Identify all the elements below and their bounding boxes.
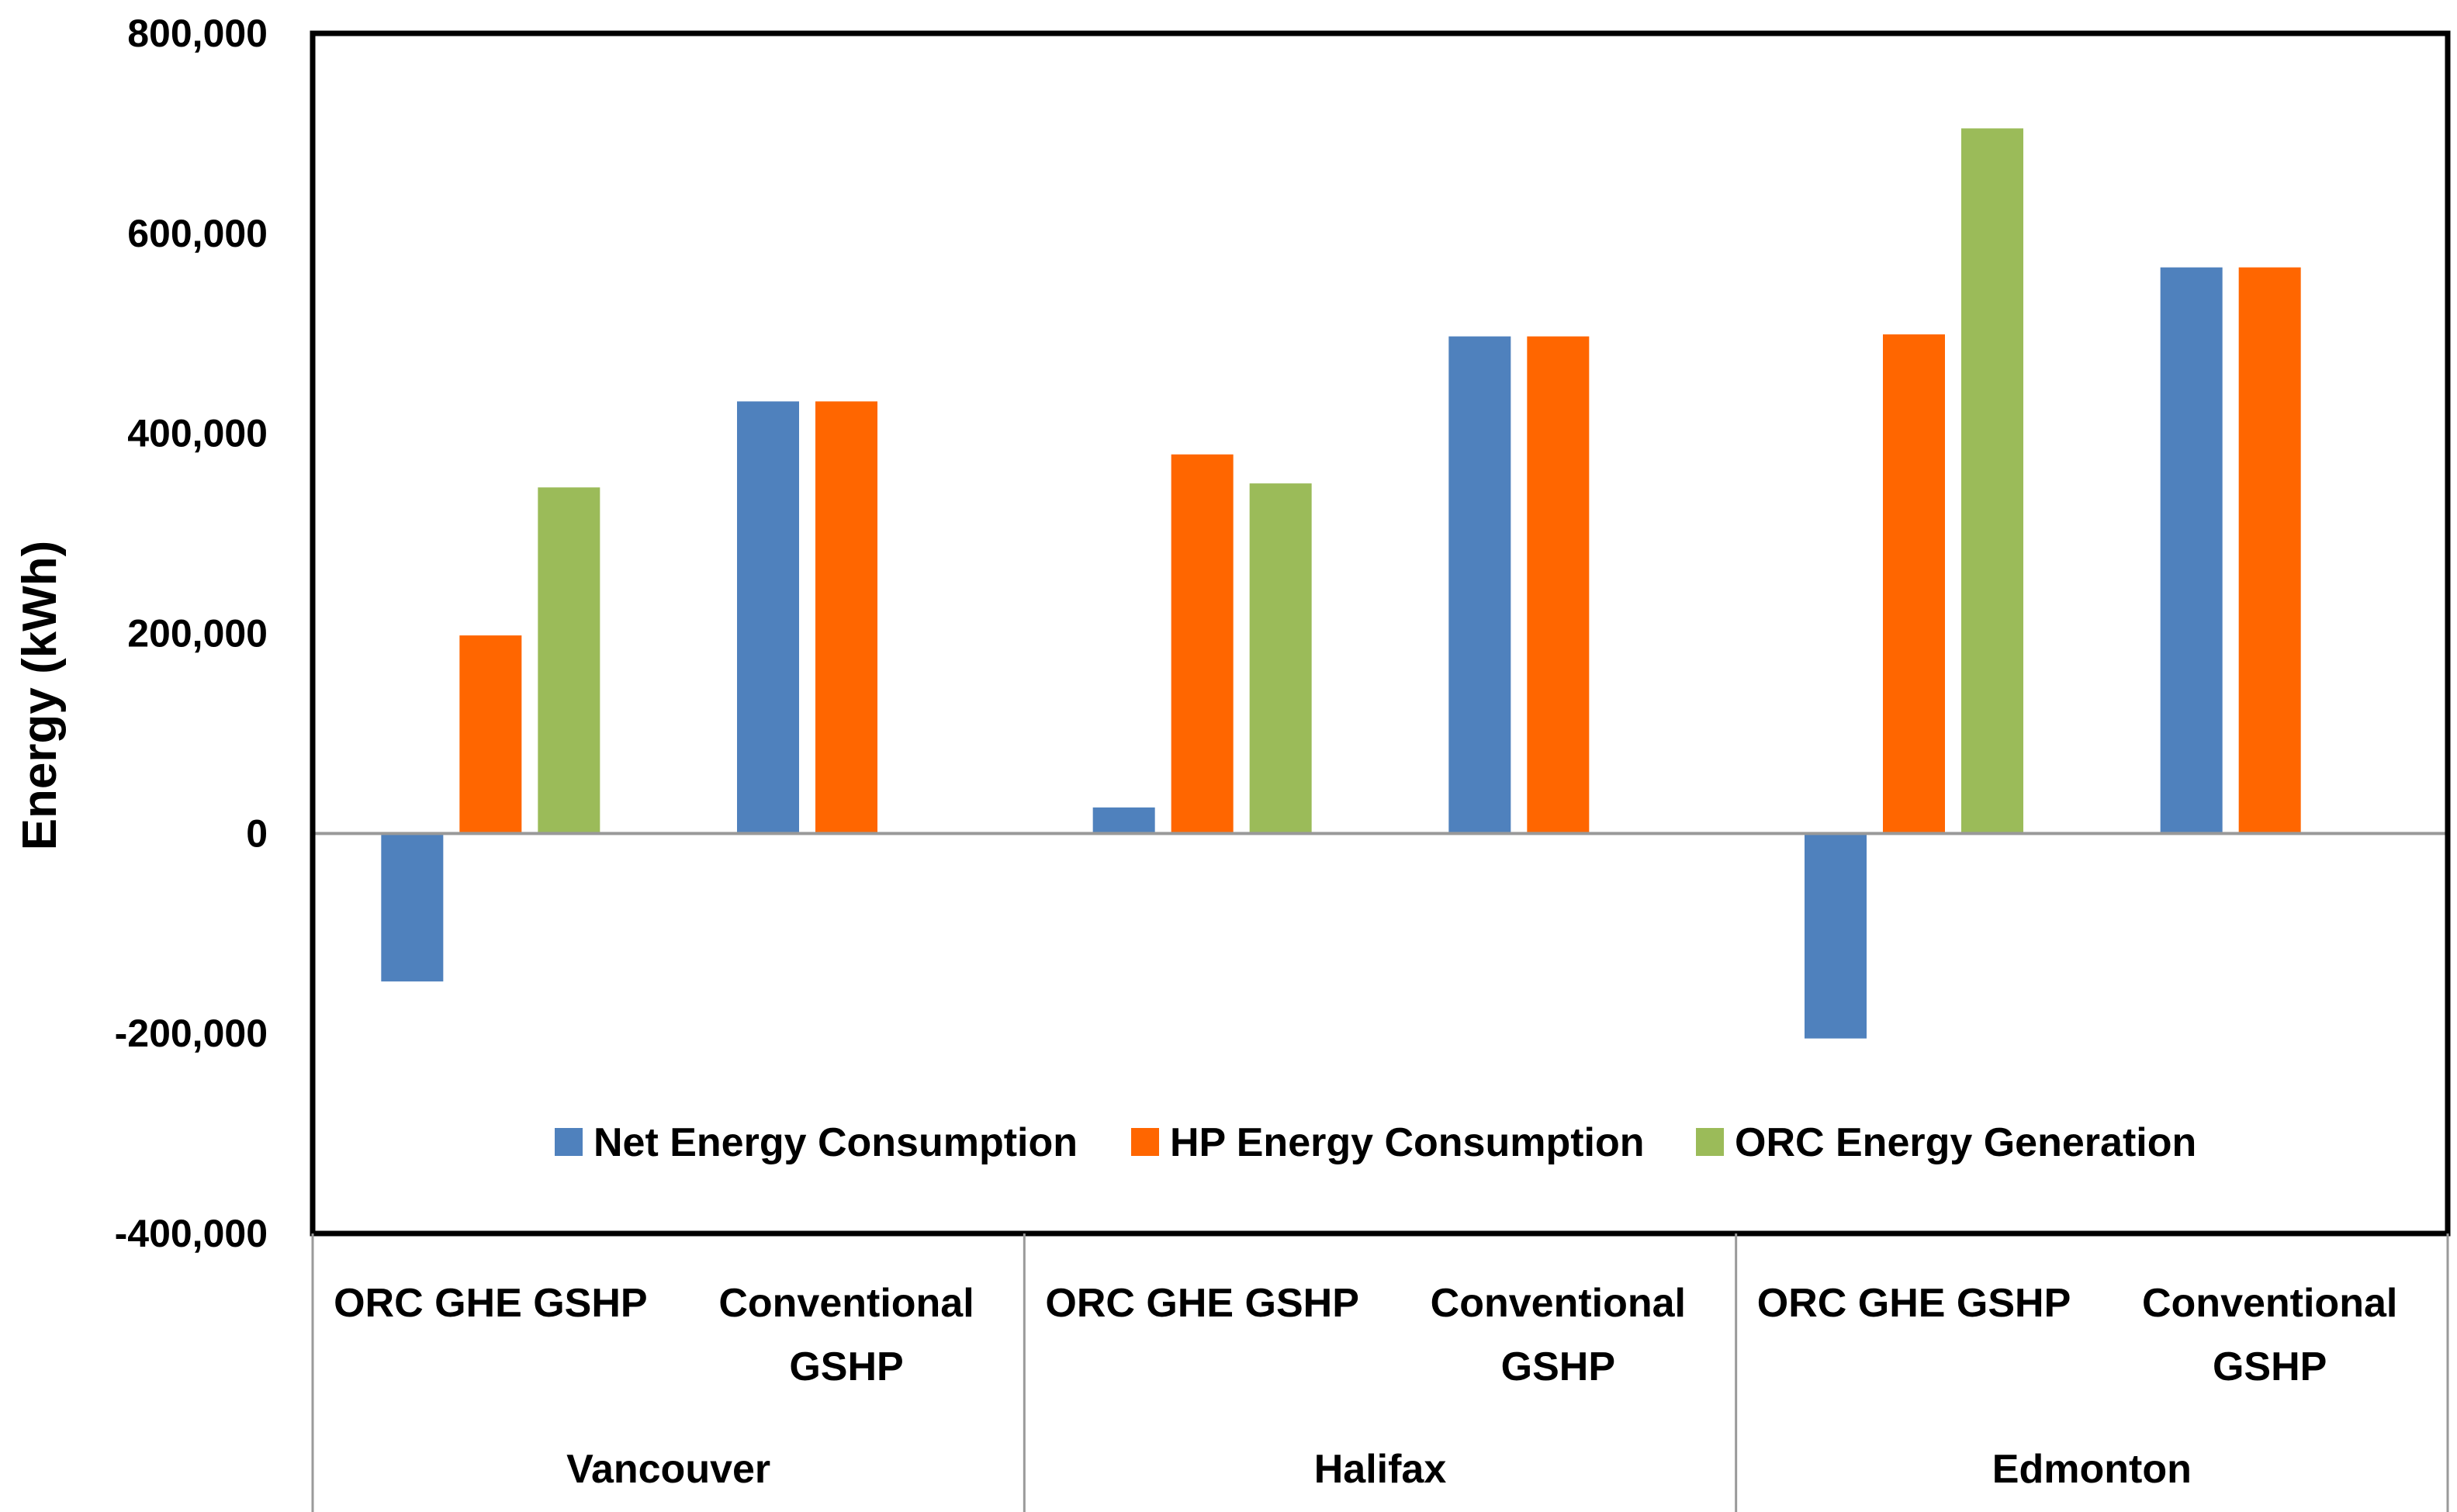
- bar: [538, 487, 600, 834]
- bar: [381, 833, 444, 982]
- y-tick-label: 200,000: [127, 612, 268, 656]
- bar: [2238, 267, 2301, 834]
- y-tick-label: -200,000: [115, 1012, 268, 1055]
- bar: [2160, 267, 2223, 834]
- bar: [1171, 454, 1234, 834]
- x-category-label: ORC GHE GSHP: [1045, 1281, 1359, 1326]
- y-tick-label: -400,000: [115, 1212, 268, 1255]
- x-category-label: ORC GHE GSHP: [1757, 1281, 2071, 1326]
- bar: [1249, 483, 1312, 834]
- x-group-label: Edmonton: [1992, 1447, 2192, 1492]
- bar: [1805, 833, 1867, 1039]
- x-category-label: GSHP: [1501, 1344, 1615, 1389]
- bar: [815, 401, 877, 834]
- y-axis-ticks: -400,000 -200,000 0 200,000 400,000 600,000 80…: [115, 12, 268, 1255]
- bar: [1961, 128, 2023, 834]
- y-tick-label: 800,000: [127, 12, 268, 55]
- legend: Net Energy Consumption HP Energy Consumpt…: [555, 1120, 2196, 1165]
- bar: [1448, 336, 1511, 834]
- y-tick-label: 600,000: [127, 212, 268, 255]
- x-category-label: ORC GHE GSHP: [334, 1281, 648, 1326]
- y-tick-label: 400,000: [127, 412, 268, 455]
- legend-swatch: [1696, 1128, 1724, 1156]
- x-category-label: GSHP: [2213, 1344, 2327, 1389]
- x-category-label: Conventional: [1431, 1281, 1686, 1326]
- legend-label: HP Energy Consumption: [1170, 1120, 1645, 1165]
- legend-label: Net Energy Consumption: [593, 1120, 1078, 1165]
- legend-swatch: [1131, 1128, 1159, 1156]
- plot-area-border: [310, 30, 2451, 1237]
- bars-layer: [381, 128, 2301, 1039]
- bar: [1092, 807, 1155, 834]
- x-group-label: Vancouver: [566, 1447, 770, 1492]
- y-axis-label: Energy (kWh): [13, 541, 67, 851]
- x-category-label: Conventional: [2142, 1281, 2397, 1326]
- bar: [737, 401, 799, 834]
- x-axis-table: ORC GHE GSHP Conventional GSHP ORC GHE GSHP…: [311, 1233, 2449, 1512]
- x-category-label: GSHP: [789, 1344, 903, 1389]
- bar: [1527, 336, 1590, 834]
- bar: [459, 635, 522, 834]
- x-category-label: Conventional: [718, 1281, 974, 1326]
- bar: [1883, 334, 1945, 834]
- legend-label: ORC Energy Generation: [1735, 1120, 2196, 1165]
- x-group-label: Halifax: [1314, 1447, 1447, 1492]
- legend-swatch: [555, 1128, 583, 1156]
- y-tick-label: 0: [246, 811, 268, 855]
